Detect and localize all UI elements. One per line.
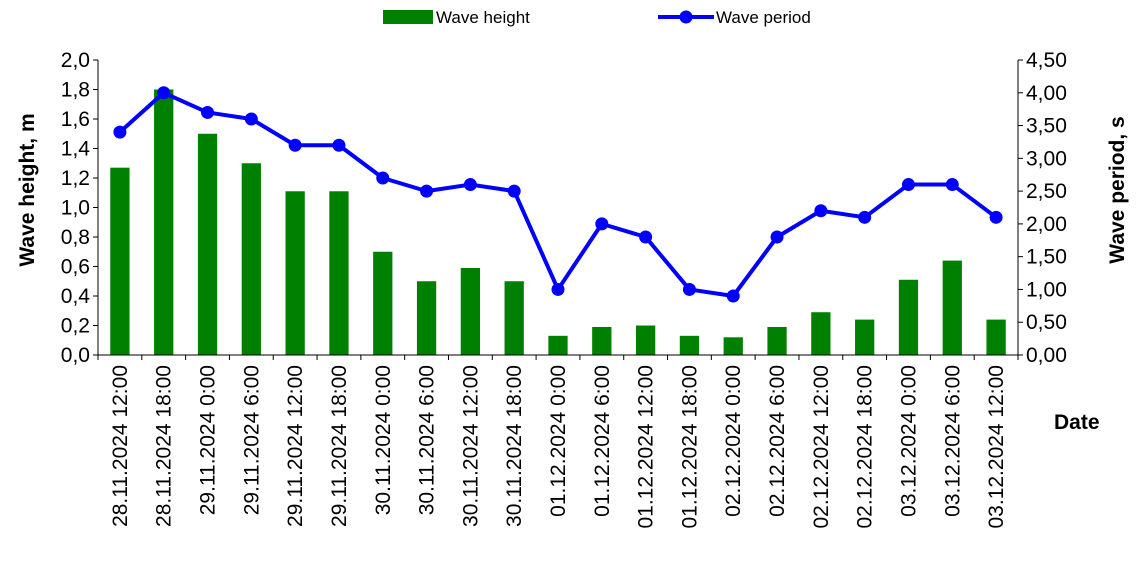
left-tick-label: 1,2	[61, 167, 90, 190]
bar-wave-height	[197, 133, 218, 355]
left-tick-label: 1,4	[61, 138, 91, 161]
x-tick-label: 01.12.2024 12:00	[635, 365, 658, 529]
point-wave-period	[201, 105, 215, 119]
y2-axis-title: Wave period, s	[1106, 116, 1129, 263]
bar-wave-height	[898, 279, 919, 355]
x-tick-label: 28.11.2024 12:00	[109, 365, 132, 527]
left-tick-label: 1,0	[61, 197, 90, 220]
bar-wave-height	[329, 191, 349, 355]
point-wave-period	[989, 210, 1003, 224]
point-wave-period	[595, 217, 609, 231]
point-wave-period	[244, 112, 258, 126]
point-wave-period	[288, 138, 302, 152]
x-tick-label: 02.12.2024 18:00	[854, 365, 877, 529]
bar-wave-height	[548, 335, 568, 355]
x-tick-label: 01.12.2024 6:00	[591, 365, 614, 517]
point-wave-period	[113, 125, 127, 139]
x-tick-label: 29.11.2024 0:00	[197, 365, 220, 515]
bar-wave-height	[373, 251, 393, 355]
point-wave-period	[858, 210, 872, 224]
right-tick-label: 4,50	[1026, 49, 1067, 72]
x-tick-label: 02.12.2024 12:00	[810, 365, 833, 529]
x-tick-label: 28.11.2024 18:00	[153, 365, 176, 527]
bar-wave-height	[110, 167, 130, 355]
legend-marker-wave-period	[679, 10, 693, 24]
x-tick-label: 30.11.2024 18:00	[503, 365, 526, 527]
x-tick-label: 01.12.2024 0:00	[547, 365, 570, 517]
legend-label-wave-height: Wave height	[436, 8, 530, 27]
right-tick-label: 1,50	[1026, 246, 1067, 269]
x-tick-label: 03.12.2024 12:00	[985, 365, 1008, 529]
bar-wave-height	[811, 312, 831, 355]
point-wave-period	[814, 204, 828, 218]
right-tick-label: 0,50	[1026, 311, 1067, 334]
point-wave-period	[157, 86, 171, 100]
x-tick-label: 30.11.2024 6:00	[416, 365, 439, 515]
x-tick-label: 29.11.2024 18:00	[328, 365, 351, 527]
legend-label-wave-period: Wave period	[716, 8, 811, 27]
bar-series-wave-height	[110, 89, 1006, 355]
point-wave-period	[332, 138, 346, 152]
bar-wave-height	[592, 326, 612, 355]
x-tick-label: 02.12.2024 0:00	[722, 365, 745, 517]
y-axis-title: Wave height, m	[16, 113, 39, 266]
left-tick-label: 0,0	[61, 344, 90, 367]
x-tick-label: 29.11.2024 12:00	[284, 365, 307, 527]
bar-wave-height	[986, 319, 1006, 355]
bar-wave-height	[723, 337, 743, 355]
point-wave-period	[639, 230, 653, 244]
legend-swatch-wave-height	[383, 10, 433, 24]
left-tick-label: 1,6	[61, 108, 90, 131]
x-tick-label: 03.12.2024 6:00	[941, 365, 964, 517]
bar-wave-height	[504, 281, 524, 355]
bar-wave-height	[679, 335, 700, 355]
right-tick-label: 1,00	[1026, 278, 1067, 301]
left-tick-label: 0,2	[61, 315, 90, 338]
point-wave-period	[726, 289, 740, 303]
x-axis-title: Date	[1054, 411, 1100, 434]
legend: Wave height Wave period	[383, 8, 811, 27]
bar-wave-height	[241, 163, 261, 355]
point-wave-period	[463, 178, 477, 192]
bar-wave-height	[285, 191, 305, 355]
x-tick-label: 01.12.2024 18:00	[678, 365, 701, 529]
left-tick-label: 0,8	[61, 226, 90, 249]
x-tick-label: 03.12.2024 0:00	[897, 365, 920, 517]
bar-wave-height	[635, 325, 656, 355]
point-wave-period	[420, 184, 434, 198]
right-tick-label: 2,50	[1026, 180, 1067, 203]
right-tick-label: 3,00	[1026, 147, 1067, 170]
bar-wave-height	[154, 89, 174, 355]
point-wave-period	[770, 230, 784, 244]
bar-wave-height	[460, 267, 481, 355]
x-tick-label: 29.11.2024 6:00	[240, 365, 263, 515]
point-wave-period	[945, 178, 959, 192]
x-tick-label: 30.11.2024 0:00	[372, 365, 395, 515]
point-wave-period	[682, 282, 696, 296]
right-tick-label: 0,00	[1026, 344, 1067, 367]
left-axis-ticks: 0,0 0,2 0,4 0,6 0,8 1,0 1,2 1,4 1,6 1,8 2,0	[61, 49, 98, 367]
point-wave-period	[507, 184, 521, 198]
left-tick-label: 2,0	[61, 49, 90, 72]
bar-wave-height	[855, 319, 875, 355]
right-axis-ticks: 0,00 0,50 1,00 1,50 2,00 2,50 3,00 3,50 4,00 4,50	[1018, 49, 1067, 367]
left-tick-label: 0,4	[61, 285, 91, 308]
x-tick-label: 02.12.2024 6:00	[766, 365, 789, 517]
bar-wave-height	[942, 260, 962, 355]
point-wave-period	[551, 282, 565, 296]
left-tick-label: 1,8	[61, 79, 90, 102]
left-tick-label: 0,6	[61, 256, 90, 279]
bar-wave-height	[767, 326, 787, 355]
right-tick-label: 2,00	[1026, 213, 1067, 236]
point-wave-period	[376, 171, 390, 185]
point-wave-period	[901, 178, 915, 192]
right-tick-label: 4,00	[1026, 82, 1067, 105]
right-tick-label: 3,50	[1026, 115, 1067, 138]
line-series-wave-period	[113, 86, 1003, 303]
bar-wave-height	[416, 281, 437, 355]
x-tick-label: 30.11.2024 12:00	[459, 365, 482, 527]
x-axis-ticks: 28.11.2024 12:00 28.11.2024 18:00 29.11.20…	[97, 355, 1019, 529]
